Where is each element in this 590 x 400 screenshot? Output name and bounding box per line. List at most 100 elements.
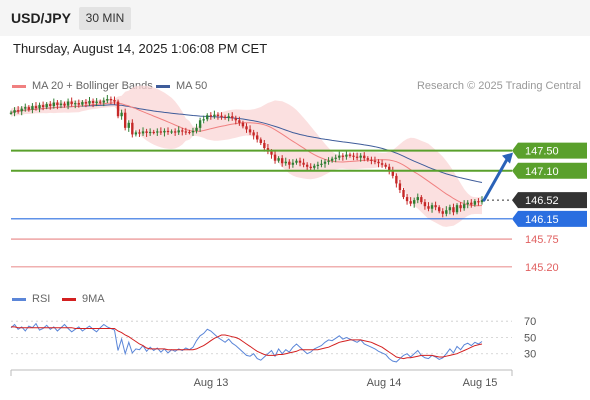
candle-body bbox=[66, 101, 70, 106]
candle-body bbox=[395, 175, 398, 184]
candle-body bbox=[202, 119, 205, 121]
ma9-swatch bbox=[62, 297, 76, 301]
candle-body bbox=[102, 100, 105, 103]
candle-body bbox=[323, 161, 327, 164]
projection-arrow-head bbox=[502, 152, 513, 164]
candle-body bbox=[462, 204, 466, 209]
candle-body bbox=[206, 115, 209, 120]
candle-body bbox=[123, 112, 127, 128]
candle-body bbox=[134, 132, 138, 135]
candle-body bbox=[109, 99, 113, 101]
candle-body bbox=[213, 114, 216, 117]
candle-body bbox=[459, 205, 462, 209]
level-tag-147-50: 147.50 bbox=[525, 146, 559, 158]
candle-body bbox=[216, 114, 220, 116]
candle-body bbox=[131, 122, 134, 135]
legend-ma50: MA 50 bbox=[156, 80, 207, 92]
candle-body bbox=[309, 166, 312, 168]
candle-body bbox=[238, 120, 241, 123]
legend-ma20-label: MA 20 + Bollinger Bands bbox=[32, 80, 153, 92]
candle-body bbox=[441, 211, 444, 214]
candle-body bbox=[49, 104, 52, 107]
legend-rsi-label: RSI bbox=[32, 293, 51, 305]
candle-body bbox=[327, 160, 330, 162]
candle-body bbox=[45, 104, 48, 108]
candle-body bbox=[370, 159, 373, 161]
candle-body bbox=[448, 207, 452, 211]
candle-body bbox=[20, 108, 23, 112]
ma20-swatch bbox=[12, 84, 26, 88]
candle-body bbox=[409, 201, 412, 204]
candle-body bbox=[138, 132, 141, 134]
candle-body bbox=[9, 112, 13, 114]
candle-body bbox=[166, 130, 170, 133]
candle-body bbox=[366, 158, 370, 160]
candle-body bbox=[277, 158, 280, 161]
timestamp-label: Thursday, August 14, 2025 1:06:08 PM CET bbox=[13, 41, 268, 56]
candle-body bbox=[402, 190, 405, 198]
candle-body bbox=[245, 126, 248, 130]
candle-body bbox=[352, 155, 355, 157]
currency-pair-title: USD/JPY bbox=[11, 10, 71, 26]
legend-rsi: RSI bbox=[12, 293, 50, 305]
rsi-series-rsi bbox=[10, 322, 483, 363]
candle-body bbox=[452, 207, 455, 213]
candle-body bbox=[120, 112, 123, 117]
candle-body bbox=[270, 151, 273, 155]
candle-body bbox=[313, 165, 316, 168]
projection-arrow-shaft bbox=[482, 156, 510, 202]
candle-body bbox=[348, 154, 352, 156]
candle-body bbox=[156, 131, 159, 133]
candle-body bbox=[273, 154, 277, 161]
candle-body bbox=[466, 202, 469, 205]
candle-body bbox=[188, 131, 191, 134]
candle-body bbox=[470, 202, 473, 205]
candle-body bbox=[363, 155, 366, 159]
candle-body bbox=[41, 105, 45, 108]
candle-body bbox=[477, 201, 480, 203]
candle-body bbox=[345, 154, 348, 157]
rsi-tick-30: 30 bbox=[524, 349, 536, 361]
candle-body bbox=[355, 156, 359, 158]
candle-body bbox=[391, 170, 394, 176]
candle-body bbox=[338, 155, 341, 158]
candle-body bbox=[74, 103, 77, 105]
candle-body bbox=[234, 118, 237, 121]
ma50-swatch bbox=[156, 84, 170, 88]
candle-body bbox=[302, 162, 305, 165]
candle-body bbox=[148, 131, 152, 134]
candle-body bbox=[291, 162, 295, 165]
candle-body bbox=[231, 116, 234, 119]
candle-body bbox=[77, 103, 80, 105]
bollinger-band bbox=[11, 85, 482, 227]
rsi-tick-50: 50 bbox=[524, 332, 536, 344]
legend-9ma: 9MA bbox=[62, 293, 105, 305]
candle-body bbox=[24, 107, 27, 109]
candle-body bbox=[84, 102, 88, 104]
candle-body bbox=[388, 166, 391, 171]
candle-body bbox=[288, 161, 291, 165]
candle-body bbox=[34, 106, 38, 109]
candle-body bbox=[359, 155, 362, 158]
candle-body bbox=[27, 107, 31, 110]
candle-body bbox=[437, 207, 441, 212]
candle-body bbox=[427, 206, 430, 209]
candle-body bbox=[127, 122, 130, 128]
rsi-swatch bbox=[12, 297, 26, 301]
legend-ma20: MA 20 + Bollinger Bands bbox=[12, 80, 153, 92]
candle-body bbox=[223, 116, 227, 118]
candle-body bbox=[99, 101, 102, 103]
candle-body bbox=[145, 131, 148, 133]
timeframe-button[interactable]: 30 MIN bbox=[79, 7, 131, 30]
candle-body bbox=[473, 201, 477, 205]
candle-body bbox=[106, 99, 109, 101]
rsi-panel: 70 50 30 bbox=[10, 316, 536, 363]
candle-body bbox=[334, 157, 337, 159]
candle-body bbox=[116, 101, 120, 117]
candle-body bbox=[241, 122, 245, 127]
copyright-text: Research © 2025 Trading Central bbox=[416, 80, 581, 92]
candle-body bbox=[398, 183, 402, 191]
candle-body bbox=[413, 200, 416, 204]
level-tag-box bbox=[512, 142, 587, 159]
